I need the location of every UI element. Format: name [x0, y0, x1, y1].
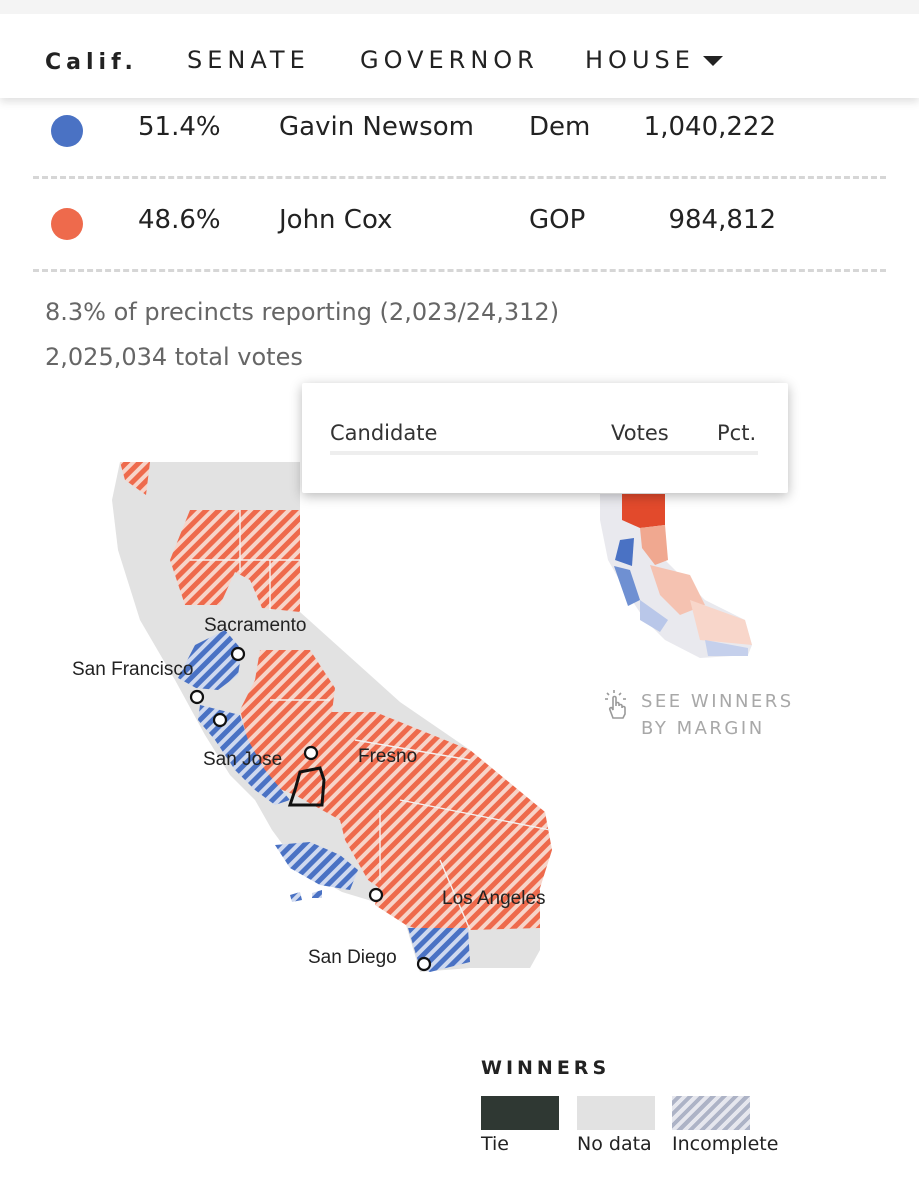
legend-label-tie: Tie	[481, 1133, 509, 1155]
see-winners-line2: BY MARGIN	[641, 718, 765, 739]
result-row: 51.4% Gavin Newsom Dem 1,040,222	[0, 100, 919, 160]
state-nav: Calif. SENATE GOVERNOR HOUSE	[0, 0, 919, 98]
tooltip-divider	[330, 451, 758, 455]
row-divider	[33, 269, 886, 272]
city-markers	[189, 646, 432, 972]
chevron-down-icon	[702, 56, 723, 66]
margin-mini-map[interactable]	[600, 494, 752, 658]
candidate-votes: 1,040,222	[643, 112, 776, 142]
san-diego-marker	[416, 956, 432, 972]
county-tooltip: Candidate Votes Pct.	[302, 383, 788, 493]
result-row: 48.6% John Cox GOP 984,812	[0, 193, 919, 253]
county-los-angeles[interactable]	[275, 842, 358, 890]
san-francisco-marker	[189, 689, 205, 705]
city-label-san-francisco: San Francisco	[72, 659, 193, 680]
result-pct: 48.6%	[138, 205, 221, 235]
county-group-central[interactable]	[240, 650, 552, 925]
los-angeles-marker	[368, 887, 384, 903]
pointer-hand-icon[interactable]	[601, 688, 631, 722]
state-label[interactable]: Calif.	[45, 50, 138, 75]
tab-governor[interactable]: GOVERNOR	[360, 46, 539, 74]
legend-label-incomplete: Incomplete	[672, 1133, 779, 1155]
tooltip-header-candidate: Candidate	[330, 421, 438, 445]
selected-county[interactable]	[287, 766, 326, 807]
san-jose-marker	[212, 712, 228, 728]
county-islands[interactable]	[290, 890, 322, 902]
candidate-party: GOP	[529, 205, 586, 235]
see-winners-by-margin-link[interactable]: SEE WINNERS BY MARGIN	[641, 688, 794, 742]
candidate-votes: 984,812	[668, 205, 776, 235]
see-winners-line1: SEE WINNERS	[641, 691, 794, 712]
county-group-north[interactable]	[170, 510, 300, 612]
sacramento-marker	[230, 646, 246, 662]
legend-swatch-tie	[481, 1096, 559, 1130]
gop-dot-icon	[51, 208, 83, 240]
legend-swatch-no-data	[577, 1096, 655, 1130]
precincts-reporting: 8.3% of precincts reporting (2,023/24,31…	[45, 298, 560, 326]
legend-swatch-incomplete	[672, 1096, 750, 1130]
city-label-fresno: Fresno	[358, 746, 417, 767]
county-group-bay-area[interactable]	[178, 630, 242, 690]
fresno-marker	[303, 745, 319, 761]
city-label-san-diego: San Diego	[308, 947, 397, 968]
county-group-south[interactable]	[375, 860, 540, 930]
result-pct: 51.4%	[138, 112, 221, 142]
candidate-name: John Cox	[279, 205, 393, 235]
city-label-los-angeles: Los Angeles	[442, 888, 546, 909]
candidate-name: Gavin Newsom	[279, 112, 474, 142]
legend-title: WINNERS	[481, 1057, 611, 1079]
dem-dot-icon	[51, 115, 83, 147]
total-votes: 2,025,034 total votes	[45, 343, 303, 371]
tab-house-label: HOUSE	[585, 46, 695, 74]
city-label-san-jose: San Jose	[203, 749, 282, 770]
tab-senate[interactable]: SENATE	[187, 46, 310, 74]
county-borders	[190, 510, 551, 931]
tooltip-header-votes: Votes	[611, 421, 669, 445]
row-divider	[33, 176, 886, 179]
tooltip-header-pct: Pct.	[717, 421, 757, 445]
candidate-party: Dem	[529, 112, 591, 142]
county-north-tip[interactable]	[120, 462, 150, 495]
city-label-sacramento: Sacramento	[204, 615, 306, 636]
tab-house[interactable]: HOUSE	[585, 46, 723, 74]
county-group-south-bay[interactable]	[198, 705, 290, 805]
legend-label-no-data: No data	[577, 1133, 652, 1155]
